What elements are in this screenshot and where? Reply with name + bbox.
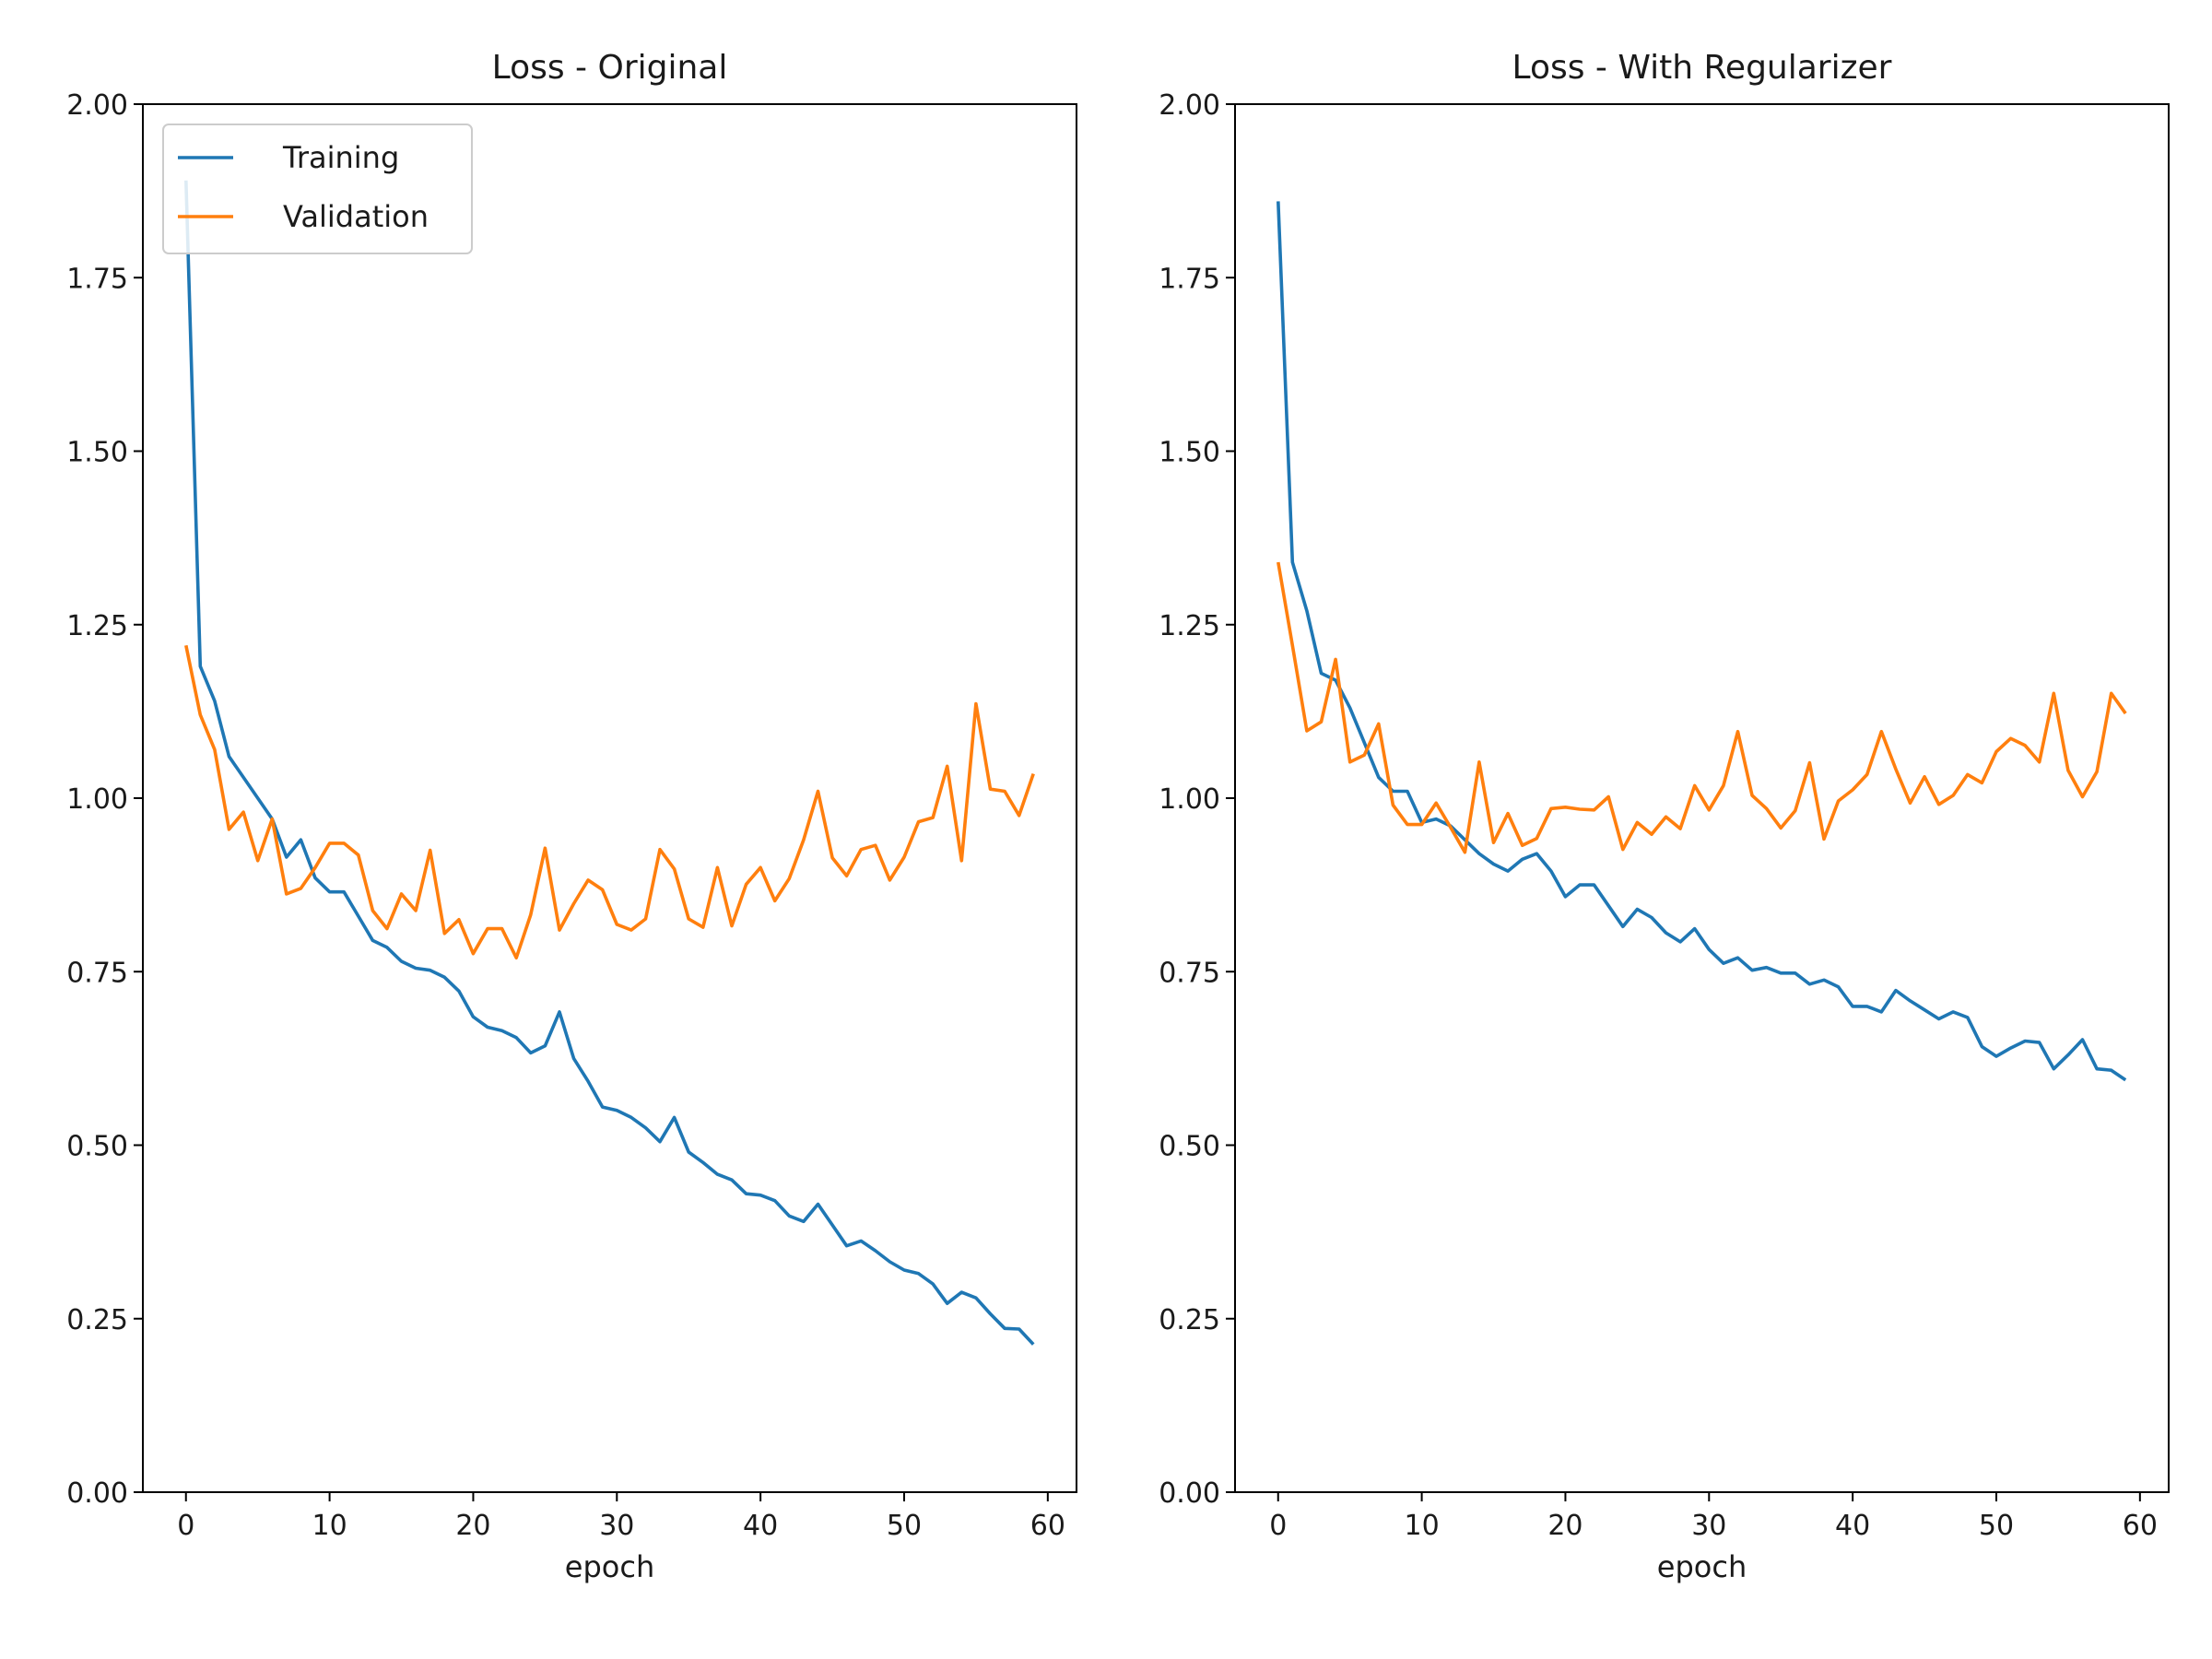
x-tick-label: 0 <box>1269 1510 1287 1542</box>
series-line-training <box>184 180 1035 1346</box>
x-tick-label: 20 <box>1547 1510 1583 1542</box>
x-tick-label: 40 <box>1835 1510 1870 1542</box>
chart-title: Loss - With Regularizer <box>1512 49 1892 87</box>
x-tick-label: 60 <box>2123 1510 2158 1542</box>
legend: Training Validation <box>162 124 473 254</box>
legend-label-validation: Validation <box>283 199 429 234</box>
y-tick-label: 0.50 <box>1159 1131 1220 1163</box>
y-tick-label: 2.00 <box>66 89 128 122</box>
series-line-validation <box>1277 561 2127 854</box>
x-axis-label: epoch <box>565 1549 654 1584</box>
y-tick-label: 0.00 <box>66 1477 128 1510</box>
x-tick-label: 50 <box>1979 1510 2014 1542</box>
y-tick-label: 0.25 <box>1159 1304 1220 1336</box>
y-tick-label: 1.50 <box>1159 437 1220 469</box>
y-tick-label: 0.50 <box>66 1131 128 1163</box>
y-tick-label: 1.25 <box>66 610 128 642</box>
x-tick-label: 30 <box>1691 1510 1726 1542</box>
series-line-training <box>1277 201 2127 1082</box>
subplot-loss-with-regularizer: Loss - With Regularizer 0 10 20 30 40 50 60 0.00… <box>1159 49 2170 1584</box>
y-tick-label: 0.25 <box>66 1304 128 1336</box>
x-axis-label: epoch <box>1657 1549 1747 1584</box>
x-tick-label: 20 <box>455 1510 490 1542</box>
x-tick-label: 0 <box>177 1510 194 1542</box>
y-tick-label: 1.50 <box>66 437 128 469</box>
x-tick-label: 60 <box>1030 1510 1065 1542</box>
x-tick-label: 10 <box>1405 1510 1440 1542</box>
x-tick-label: 30 <box>599 1510 634 1542</box>
subplot-loss-original: Loss - Original 0 10 20 30 40 50 60 0.00 0.25 0.50… <box>66 49 1077 1584</box>
y-tick-label: 1.75 <box>1159 263 1220 295</box>
y-tick-label: 1.00 <box>1159 783 1220 816</box>
legend-box <box>162 124 473 254</box>
y-tick-label: 2.00 <box>1159 89 1220 122</box>
plot-frame <box>142 103 1077 1493</box>
y-tick-label: 1.75 <box>66 263 128 295</box>
y-tick-label: 0.00 <box>1159 1477 1220 1510</box>
y-tick-label: 1.25 <box>1159 610 1220 642</box>
chart-title: Loss - Original <box>492 49 728 87</box>
x-tick-label: 10 <box>312 1510 347 1542</box>
legend-label-training: Training <box>282 140 399 175</box>
series-line-validation <box>184 644 1035 959</box>
x-tick-label: 40 <box>743 1510 778 1542</box>
y-tick-label: 1.00 <box>66 783 128 816</box>
y-tick-label: 0.75 <box>1159 957 1220 989</box>
x-tick-label: 50 <box>887 1510 922 1542</box>
y-tick-label: 0.75 <box>66 957 128 989</box>
